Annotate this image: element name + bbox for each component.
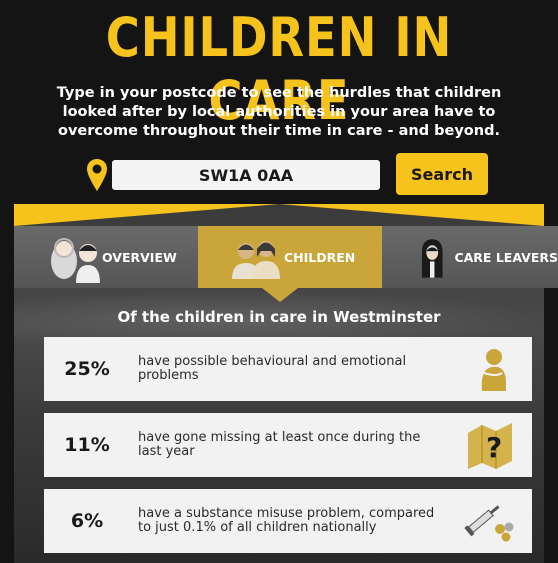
syringe-pills-icon (464, 505, 514, 542)
section-heading: Of the children in care in Westminster (117, 308, 441, 326)
tab-children-label: CHILDREN (284, 249, 356, 265)
page-title: CHILDREN IN CARE (105, 6, 453, 132)
search-button[interactable]: Search (396, 153, 488, 195)
stat-description: have possible behavioural and emotional … (138, 354, 407, 383)
intro-text: Type in your postcode to see the hurdles… (56, 85, 502, 139)
svg-text:?: ? (486, 431, 502, 464)
missing-map-icon: ? (468, 423, 512, 469)
children-group-icon (232, 241, 280, 279)
stat-percent: 25% (64, 358, 110, 380)
stat-description: have gone missing at least once during t… (138, 430, 421, 459)
stat-percent: 6% (70, 510, 104, 532)
panel-chevron-right (279, 204, 544, 226)
tab-care-leavers[interactable]: CARE LEAVERS (382, 226, 558, 288)
sad-child-icon (481, 349, 506, 391)
baby-and-child-icon (51, 238, 100, 283)
stat-card: 25% have possible behavioural and emotio… (44, 337, 532, 401)
stat-card: 11% have gone missing at least once duri… (44, 413, 532, 477)
hooded-teen-icon (421, 239, 443, 278)
stat-card: 6% have a substance misuse problem, comp… (44, 489, 532, 553)
tab-overview-label: OVERVIEW (102, 249, 177, 265)
stat-percent: 11% (64, 434, 110, 456)
location-pin-icon (87, 159, 107, 191)
postcode-input[interactable] (112, 160, 380, 190)
active-tab-pointer (262, 288, 298, 302)
stat-description: have a substance misuse problem, compare… (138, 506, 435, 535)
panel-chevron-left (14, 204, 279, 226)
tab-overview[interactable]: OVERVIEW (14, 226, 198, 288)
tab-bar: OVERVIEW CHILDREN CARE LEAVERS (14, 226, 558, 288)
tab-care-leavers-label: CARE LEAVERS (454, 249, 558, 265)
tab-children[interactable]: CHILDREN (198, 226, 382, 288)
